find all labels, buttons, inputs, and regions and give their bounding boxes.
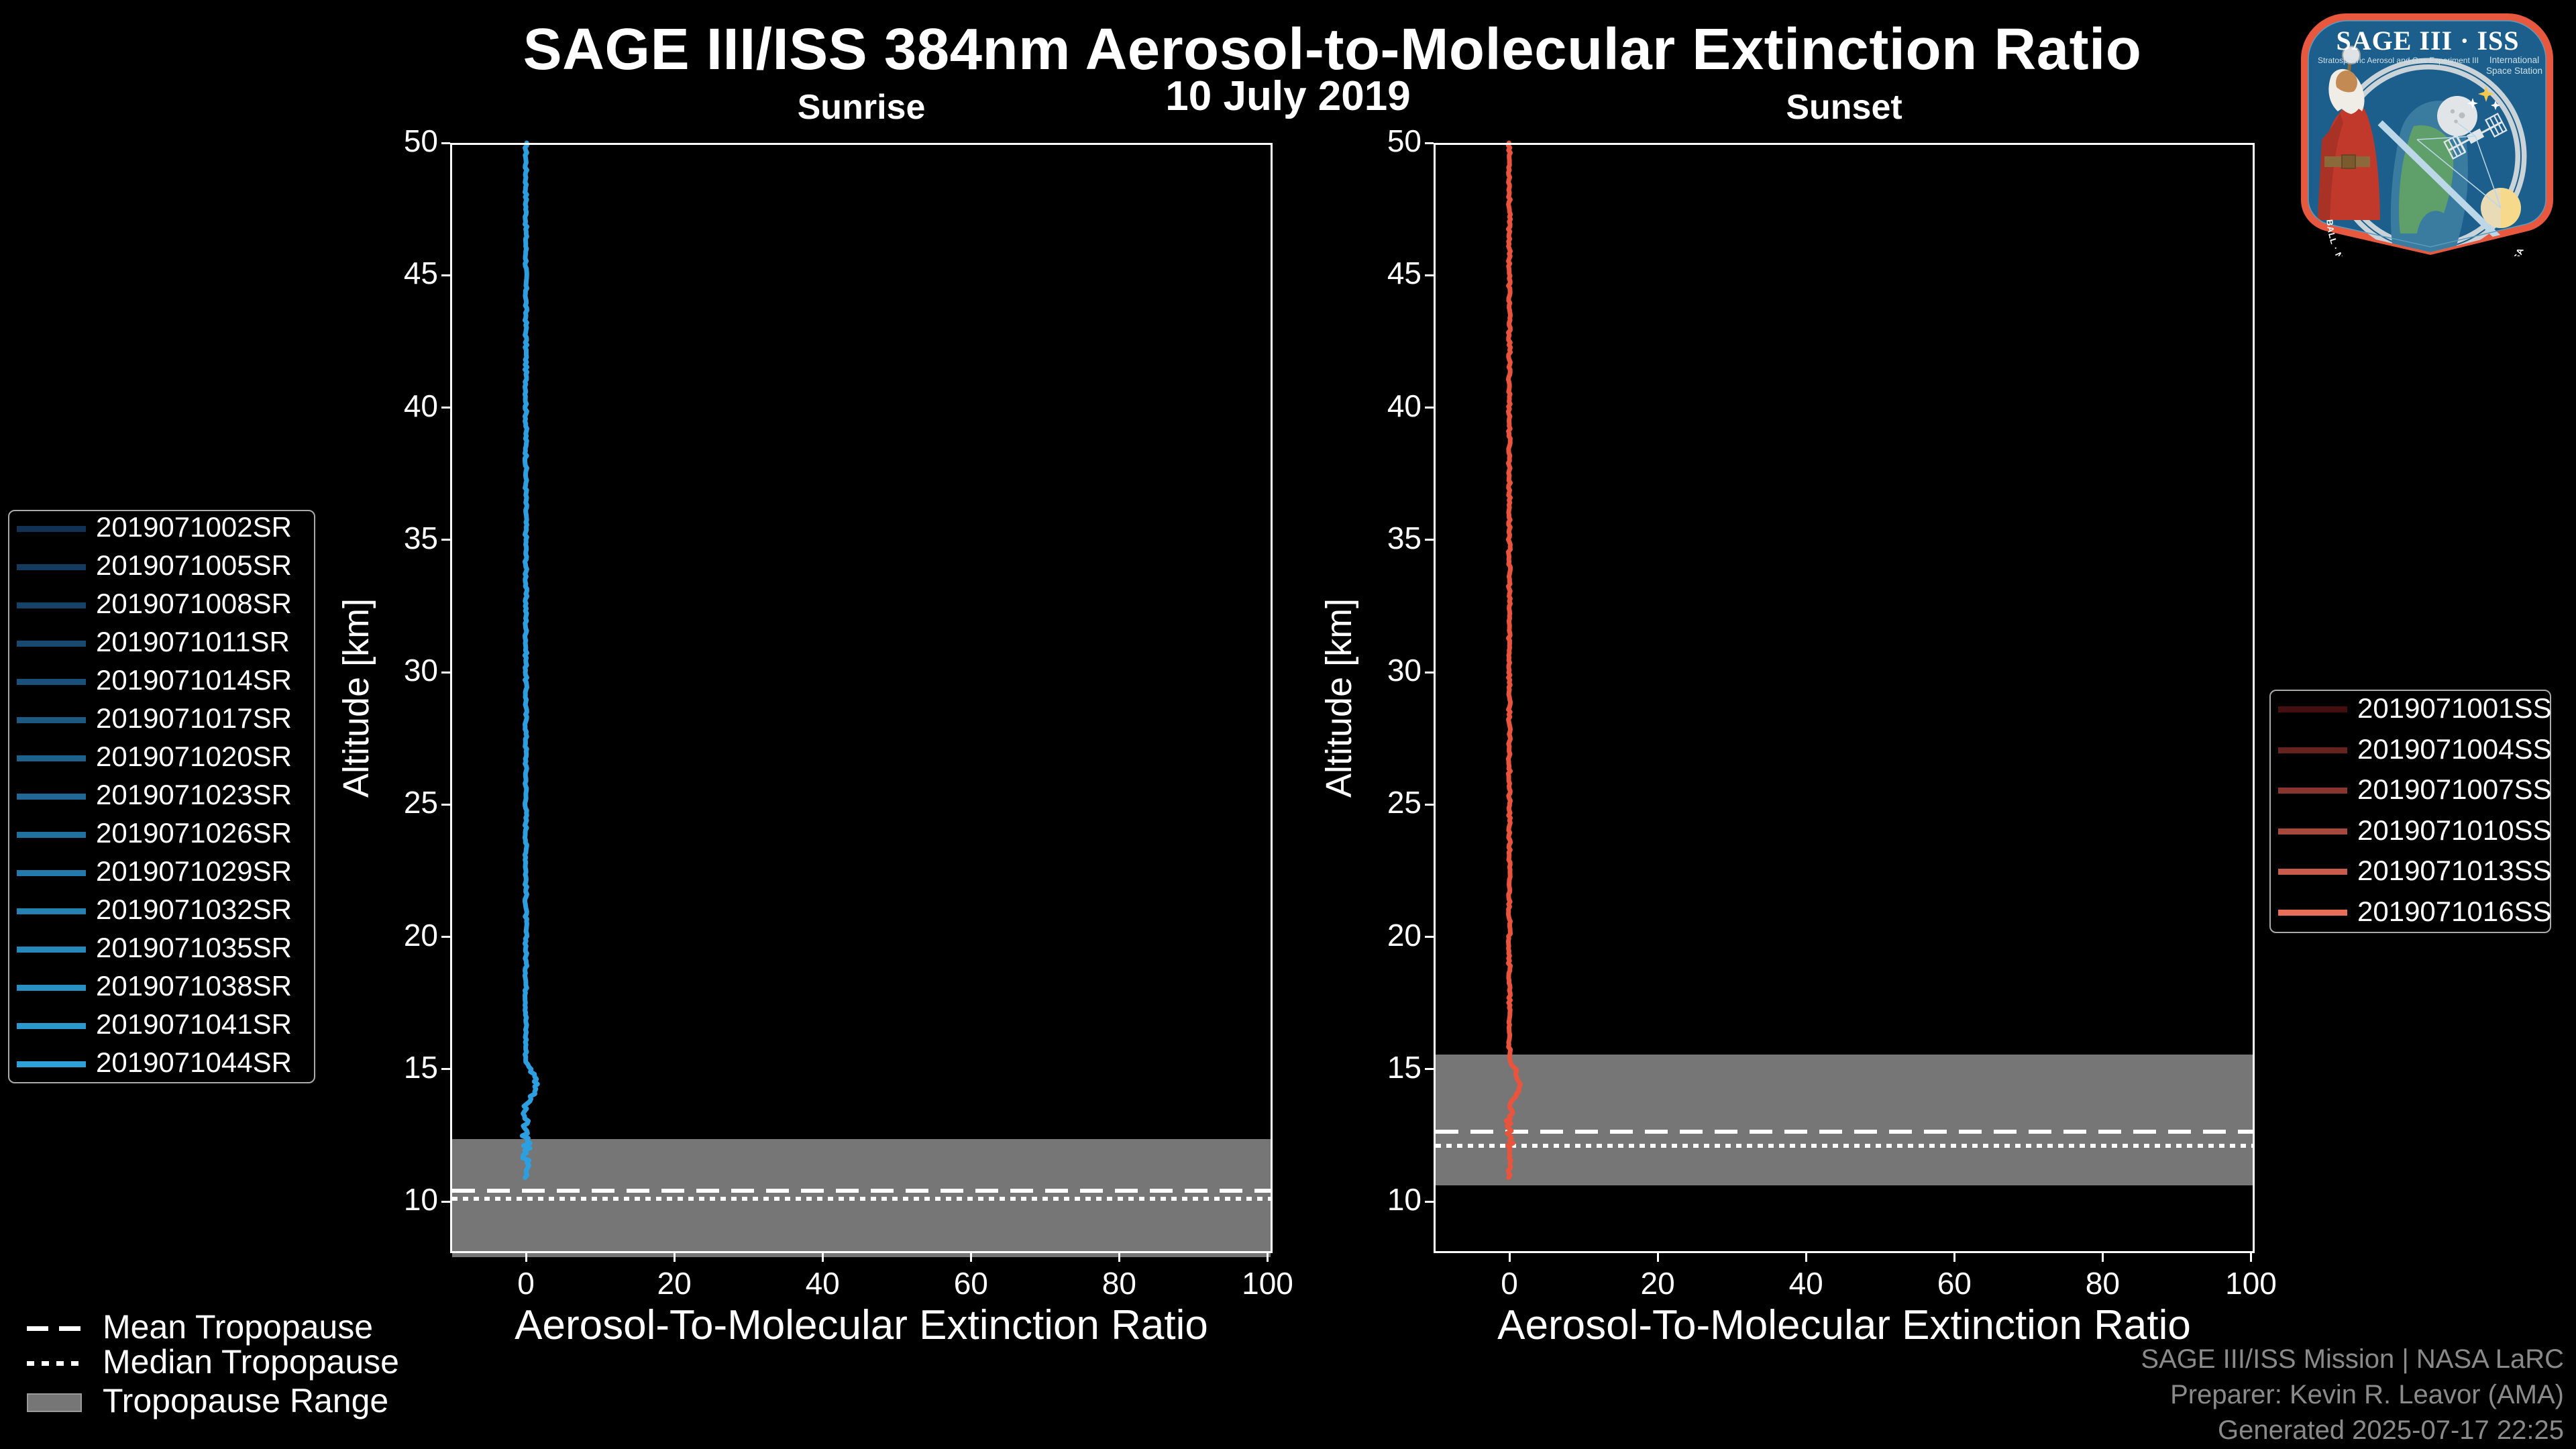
svg-text:SAGE III · ISS: SAGE III · ISS [2336, 25, 2519, 56]
svg-text:International: International [2489, 55, 2539, 65]
svg-text:Space Station: Space Station [2486, 66, 2542, 76]
svg-text:Stratospheric Aerosol and Gas: Stratospheric Aerosol and Gas Experiment… [2318, 56, 2479, 65]
